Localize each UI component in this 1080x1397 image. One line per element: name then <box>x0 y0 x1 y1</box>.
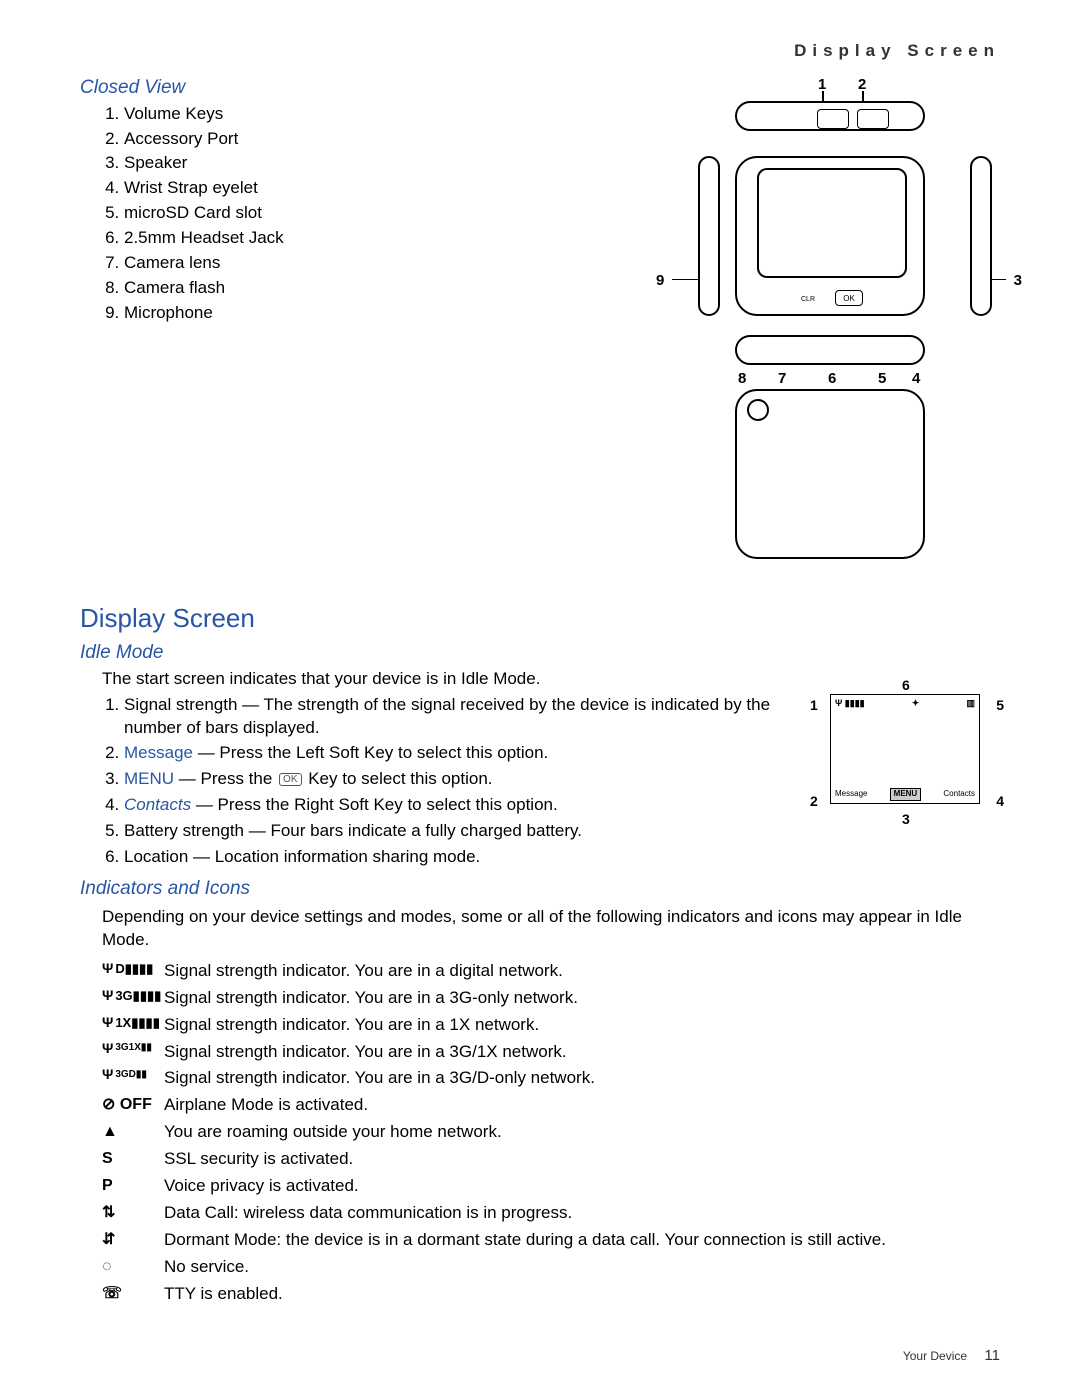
callout-3: 3 <box>902 810 910 829</box>
list-item: Wrist Strap eyelet <box>124 177 690 200</box>
running-header: Display Screen <box>80 40 1000 63</box>
indicator-icon: ⇅ <box>102 1202 164 1224</box>
indicator-row: PVoice privacy is activated. <box>102 1175 1000 1198</box>
list-item: Speaker <box>124 152 690 175</box>
callout-5: 5 <box>878 369 886 389</box>
indicator-row: ☏TTY is enabled. <box>102 1283 1000 1306</box>
softkey-message: Message <box>835 789 867 800</box>
signal-icon: Ψ ▮▮▮▮ <box>835 697 865 709</box>
softkey-menu: MENU <box>890 788 922 801</box>
indicator-text: Airplane Mode is activated. <box>164 1094 1000 1117</box>
list-item: Microphone <box>124 302 690 325</box>
indicator-icon: ⇵ <box>102 1229 164 1251</box>
indicator-icon: Ψ3G1X▮▮ <box>102 1041 164 1055</box>
clr-key-icon: CLR <box>801 295 815 304</box>
indicator-row: ▲You are roaming outside your home netwo… <box>102 1121 1000 1144</box>
list-item: Location — Location information sharing … <box>124 846 790 869</box>
battery-icon: ▥ <box>966 697 975 709</box>
footer-label: Your Device <box>903 1349 967 1363</box>
indicator-row: Ψ1X▮▮▮▮Signal strength indicator. You ar… <box>102 1014 1000 1037</box>
idle-screen-illustration: 6 1 5 2 4 3 Ψ ▮▮▮▮ ✦ ▥ Message MENU Cont… <box>810 694 1000 873</box>
indicator-text: Signal strength indicator. You are in a … <box>164 987 1000 1010</box>
indicator-icon: ▲ <box>102 1121 164 1143</box>
list-item: Camera flash <box>124 277 690 300</box>
indicator-text: Dormant Mode: the device is in a dormant… <box>164 1229 1000 1252</box>
callout-4: 4 <box>996 792 1004 811</box>
closed-view-illustration: 1 2 9 3 8 7 6 5 4 OK CLR <box>690 71 1000 571</box>
indicator-text: Signal strength indicator. You are in a … <box>164 1014 1000 1037</box>
indicator-icon: Ψ1X▮▮▮▮ <box>102 1014 164 1032</box>
callout-2: 2 <box>810 792 818 811</box>
indicator-icon: Ψ3G▮▮▮▮ <box>102 987 164 1005</box>
list-item: MENU — Press the OK Key to select this o… <box>124 768 790 791</box>
list-item: 2.5mm Headset Jack <box>124 227 690 250</box>
softkey-contacts: Contacts <box>943 789 975 800</box>
indicator-row: ◌No service. <box>102 1256 1000 1279</box>
list-item: Signal strength — The strength of the si… <box>124 694 790 740</box>
callout-3: 3 <box>1014 271 1022 291</box>
ok-key-icon: OK <box>279 773 301 786</box>
indicator-row: ⇅Data Call: wireless data communication … <box>102 1202 1000 1225</box>
ok-key-icon: OK <box>835 290 863 306</box>
indicator-row: SSSL security is activated. <box>102 1148 1000 1171</box>
indicators-intro: Depending on your device settings and mo… <box>102 906 1000 952</box>
indicator-row: Ψ3G▮▮▮▮Signal strength indicator. You ar… <box>102 987 1000 1010</box>
list-item: Message — Press the Left Soft Key to sel… <box>124 742 790 765</box>
list-item: microSD Card slot <box>124 202 690 225</box>
callout-6: 6 <box>828 369 836 389</box>
callout-9: 9 <box>656 271 664 291</box>
list-item: Camera lens <box>124 252 690 275</box>
indicator-row: Ψ3GD▮▮Signal strength indicator. You are… <box>102 1067 1000 1090</box>
callout-4: 4 <box>912 369 920 389</box>
indicator-icon: Ψ3GD▮▮ <box>102 1067 164 1081</box>
indicator-row: ⊘ OFFAirplane Mode is activated. <box>102 1094 1000 1117</box>
page-number: 11 <box>984 1347 1000 1364</box>
indicator-text: Signal strength indicator. You are in a … <box>164 960 1000 983</box>
display-screen-heading: Display Screen <box>80 601 1000 636</box>
indicator-text: Data Call: wireless data communication i… <box>164 1202 1000 1225</box>
indicator-row: ΨD▮▮▮▮Signal strength indicator. You are… <box>102 960 1000 983</box>
indicators-heading: Indicators and Icons <box>80 876 1000 902</box>
indicator-text: You are roaming outside your home networ… <box>164 1121 1000 1144</box>
callout-5: 5 <box>996 696 1004 715</box>
indicators-list: ΨD▮▮▮▮Signal strength indicator. You are… <box>80 960 1000 1306</box>
callout-7: 7 <box>778 369 786 389</box>
indicator-icon: ΨD▮▮▮▮ <box>102 960 164 978</box>
callout-8: 8 <box>738 369 746 389</box>
idle-mode-text: The start screen indicates that your dev… <box>80 668 790 873</box>
indicator-row: Ψ3G1X▮▮Signal strength indicator. You ar… <box>102 1041 1000 1064</box>
closed-view-heading: Closed View <box>80 75 690 101</box>
indicator-text: Voice privacy is activated. <box>164 1175 1000 1198</box>
indicator-icon: S <box>102 1148 164 1170</box>
indicator-text: TTY is enabled. <box>164 1283 1000 1306</box>
indicator-icon: P <box>102 1175 164 1197</box>
list-item: Volume Keys <box>124 103 690 126</box>
list-item: Accessory Port <box>124 128 690 151</box>
callout-1: 1 <box>810 696 818 715</box>
indicator-icon: ⊘ OFF <box>102 1094 164 1116</box>
indicator-text: No service. <box>164 1256 1000 1279</box>
idle-mode-heading: Idle Mode <box>80 640 1000 666</box>
closed-view-text: Closed View Volume Keys Accessory Port S… <box>80 71 690 571</box>
indicator-icon: ◌ <box>102 1256 164 1278</box>
idle-mode-section: The start screen indicates that your dev… <box>80 668 1000 873</box>
callout-6: 6 <box>902 676 910 695</box>
indicator-icon: ☏ <box>102 1283 164 1305</box>
page-footer: Your Device 11 <box>80 1346 1000 1366</box>
closed-view-section: Closed View Volume Keys Accessory Port S… <box>80 71 1000 571</box>
indicator-text: Signal strength indicator. You are in a … <box>164 1041 1000 1064</box>
indicator-row: ⇵Dormant Mode: the device is in a dorman… <box>102 1229 1000 1252</box>
indicator-text: SSL security is activated. <box>164 1148 1000 1171</box>
idle-mode-list: Signal strength — The strength of the si… <box>80 694 790 870</box>
list-item: Battery strength — Four bars indicate a … <box>124 820 790 843</box>
idle-intro: The start screen indicates that your dev… <box>102 668 790 691</box>
location-icon: ✦ <box>912 697 920 709</box>
closed-view-list: Volume Keys Accessory Port Speaker Wrist… <box>80 103 690 325</box>
indicator-text: Signal strength indicator. You are in a … <box>164 1067 1000 1090</box>
list-item: Contacts — Press the Right Soft Key to s… <box>124 794 790 817</box>
